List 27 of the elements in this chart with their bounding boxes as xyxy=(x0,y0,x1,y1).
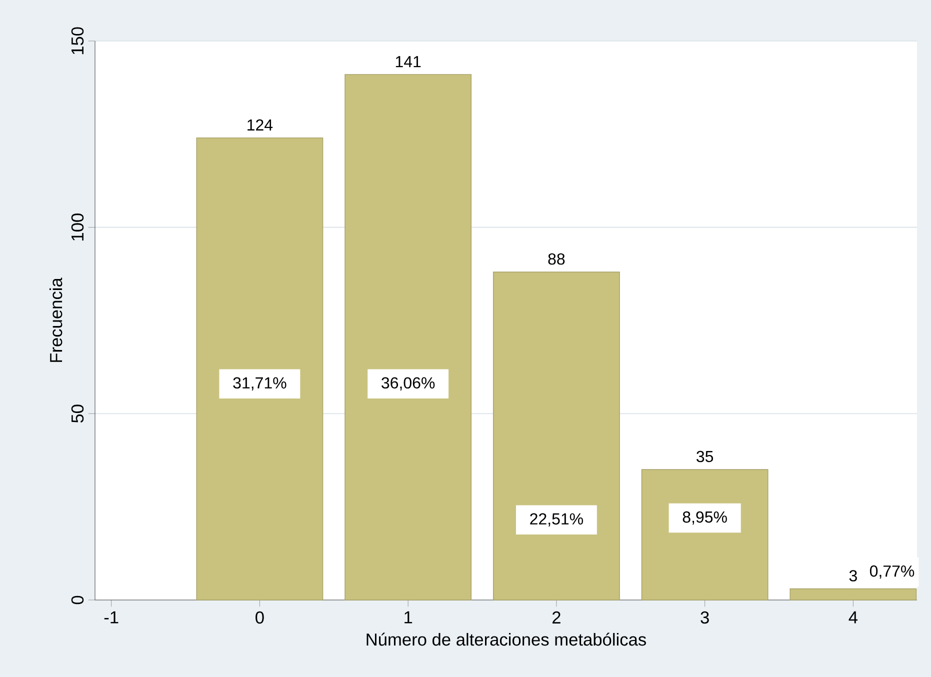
annotation: 36,06% xyxy=(382,377,435,390)
annotation: 22,51% xyxy=(530,513,584,526)
bar xyxy=(196,137,324,600)
bar xyxy=(344,74,472,600)
data-label: 124 xyxy=(248,119,273,131)
y-axis-title: Frecuencia xyxy=(49,278,62,362)
annotation: 31,71% xyxy=(233,377,286,390)
bar xyxy=(641,469,768,600)
y-tick-label: 0 xyxy=(71,596,84,604)
annotation: 8,95% xyxy=(682,511,727,525)
bar xyxy=(790,588,917,600)
x-tick-label: 2 xyxy=(552,611,560,624)
x-tick-label: 0 xyxy=(256,611,264,624)
data-label: 35 xyxy=(696,450,714,462)
data-label: 141 xyxy=(396,56,421,68)
x-tick-label: 4 xyxy=(848,611,858,624)
data-label: 3 xyxy=(849,570,857,582)
x-tick-label: 3 xyxy=(700,611,709,624)
y-tick-label: 50 xyxy=(71,404,84,423)
annotation: 0,77% xyxy=(870,565,914,579)
y-tick-label: 100 xyxy=(71,214,84,240)
x-tick-label: -1 xyxy=(104,611,118,624)
y-tick-label: 150 xyxy=(71,27,84,54)
x-axis-title: Número de alteraciones metabólicas xyxy=(366,632,646,646)
x-tick-label: 1 xyxy=(404,611,412,624)
bar xyxy=(492,272,620,600)
data-label: 88 xyxy=(548,253,565,265)
